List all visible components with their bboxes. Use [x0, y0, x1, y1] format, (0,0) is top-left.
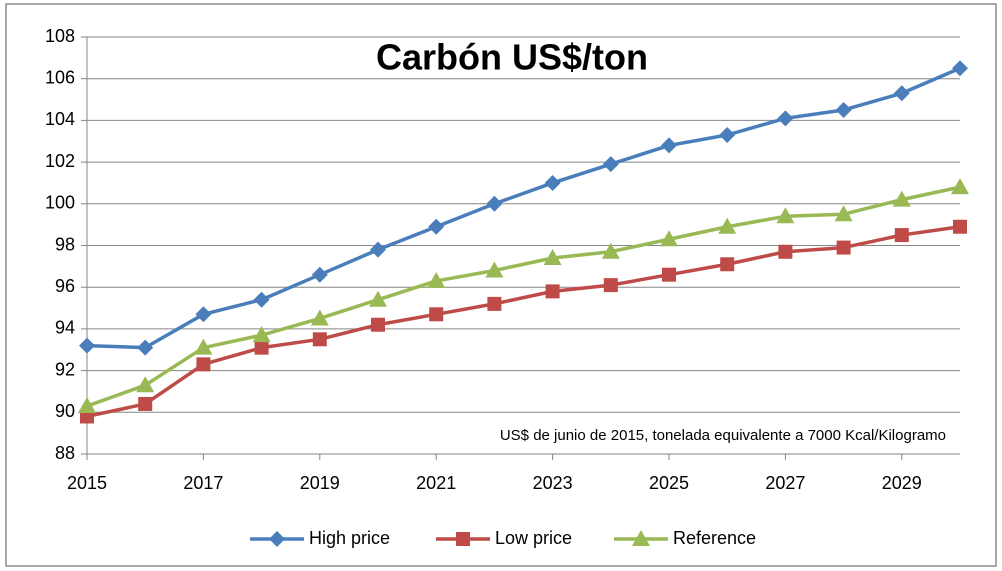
series-line	[86, 225, 961, 419]
legend-marker	[269, 531, 285, 547]
marker	[778, 244, 793, 259]
marker	[951, 178, 969, 195]
marker	[138, 396, 153, 411]
marker	[196, 357, 211, 372]
y-tick-label: 104	[45, 109, 75, 129]
legend-marker	[632, 530, 650, 546]
marker	[718, 217, 737, 234]
marker	[136, 376, 155, 393]
marker	[253, 291, 270, 308]
marker	[429, 307, 444, 322]
y-tick-label: 102	[45, 151, 75, 171]
marker	[310, 309, 329, 326]
marker	[79, 337, 95, 354]
marker	[544, 174, 561, 191]
marker	[602, 156, 619, 173]
marker	[194, 338, 213, 355]
marker	[603, 278, 618, 293]
y-tick-label: 90	[55, 401, 75, 421]
y-tick-label: 98	[55, 234, 75, 254]
marker	[427, 271, 446, 288]
marker	[78, 397, 96, 414]
marker	[545, 284, 560, 299]
marker	[720, 257, 735, 272]
marker	[662, 267, 676, 282]
marker	[428, 218, 445, 235]
marker	[777, 110, 794, 127]
marker	[601, 242, 620, 259]
marker	[952, 60, 968, 77]
marker	[543, 249, 562, 266]
legend-label: Reference	[673, 528, 756, 548]
x-tick-label: 2023	[533, 473, 573, 493]
x-tick-label: 2015	[67, 473, 107, 493]
marker	[893, 85, 910, 102]
annotation: US$ de junio de 2015, tonelada equivalen…	[500, 427, 946, 444]
marker	[486, 195, 503, 212]
x-tick-label: 2025	[649, 473, 689, 493]
marker	[311, 266, 328, 283]
y-tick-label: 106	[45, 67, 75, 87]
x-tick-label: 2017	[183, 473, 223, 493]
marker	[312, 332, 327, 347]
marker	[719, 126, 736, 143]
series-line	[86, 66, 961, 350]
marker	[892, 190, 911, 207]
y-tick-label: 94	[55, 318, 75, 338]
marker	[370, 241, 386, 258]
chart-title: Carbón US$/ton	[376, 37, 648, 78]
marker	[894, 228, 909, 243]
legend-label: High price	[309, 528, 390, 548]
y-tick-label: 92	[55, 359, 75, 379]
marker	[485, 261, 504, 278]
x-tick-label: 2019	[300, 473, 340, 493]
x-tick-label: 2029	[882, 473, 922, 493]
legend-marker	[456, 532, 470, 546]
marker	[195, 306, 212, 323]
marker	[776, 207, 795, 224]
y-tick-label: 96	[55, 276, 75, 296]
marker	[371, 317, 385, 332]
y-tick-label: 108	[45, 26, 75, 46]
series-line	[86, 185, 961, 408]
marker	[252, 326, 271, 343]
marker	[953, 219, 967, 234]
marker	[369, 290, 387, 307]
marker	[254, 340, 269, 355]
marker	[660, 230, 678, 247]
chart-frame	[5, 3, 997, 567]
marker	[137, 339, 154, 356]
marker	[487, 296, 502, 311]
marker	[836, 240, 851, 255]
marker	[834, 205, 853, 222]
marker	[835, 101, 852, 118]
legend-label: Low price	[495, 528, 572, 548]
x-tick-label: 2021	[416, 473, 456, 493]
y-tick-label: 100	[45, 193, 75, 213]
x-tick-label: 2027	[765, 473, 805, 493]
marker	[661, 137, 677, 154]
y-tick-label: 88	[55, 443, 75, 463]
